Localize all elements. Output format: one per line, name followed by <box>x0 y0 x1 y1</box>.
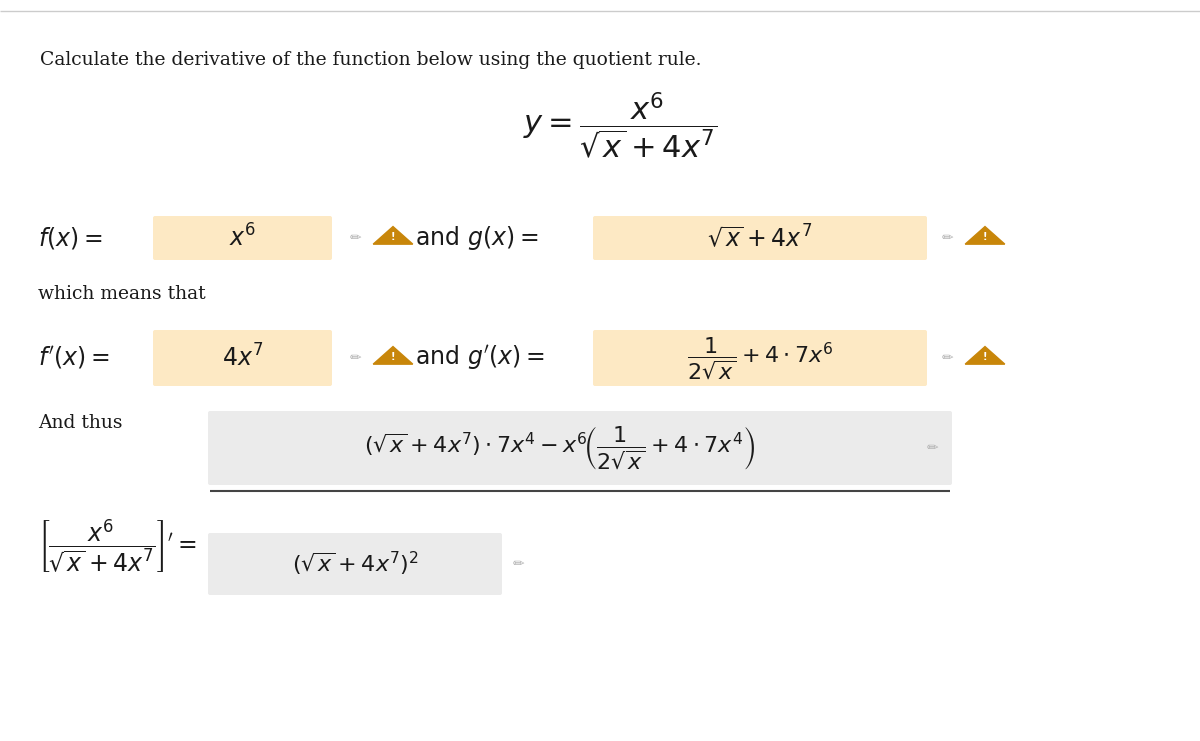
Text: which means that: which means that <box>38 285 205 303</box>
Text: ✏: ✏ <box>512 557 524 571</box>
Polygon shape <box>373 227 413 245</box>
Text: ✏: ✏ <box>349 351 361 365</box>
FancyBboxPatch shape <box>154 216 332 260</box>
Text: $4x^7$: $4x^7$ <box>222 345 264 371</box>
Text: $\mathrm{and}\ g(x) = $: $\mathrm{and}\ g(x) = $ <box>415 224 539 252</box>
Text: $(\sqrt{x} + 4x^7)^2$: $(\sqrt{x} + 4x^7)^2$ <box>292 550 419 578</box>
Text: And thus: And thus <box>38 414 122 432</box>
FancyBboxPatch shape <box>208 411 952 485</box>
FancyBboxPatch shape <box>593 330 928 386</box>
Polygon shape <box>373 347 413 364</box>
Text: Calculate the derivative of the function below using the quotient rule.: Calculate the derivative of the function… <box>40 51 702 69</box>
Polygon shape <box>965 347 1004 364</box>
Text: !: ! <box>391 352 395 362</box>
Text: ✏: ✏ <box>926 441 938 455</box>
FancyBboxPatch shape <box>208 533 502 595</box>
Text: ✏: ✏ <box>941 351 953 365</box>
Text: ✏: ✏ <box>941 231 953 245</box>
Polygon shape <box>965 227 1004 245</box>
Text: $(\sqrt{x} + 4x^7) \cdot 7x^4 - x^6\!\left(\dfrac{1}{2\sqrt{x}} + 4 \cdot 7x^4\r: $(\sqrt{x} + 4x^7) \cdot 7x^4 - x^6\!\le… <box>365 425 756 471</box>
Text: $\mathrm{and}\ g'(x) = $: $\mathrm{and}\ g'(x) = $ <box>415 344 545 372</box>
Text: $y = \dfrac{x^6}{\sqrt{x} + 4x^7}$: $y = \dfrac{x^6}{\sqrt{x} + 4x^7}$ <box>523 91 718 161</box>
Text: $\sqrt{x} + 4x^7$: $\sqrt{x} + 4x^7$ <box>707 224 812 252</box>
Text: !: ! <box>983 352 988 362</box>
Text: $f'(x) = $: $f'(x) = $ <box>38 345 109 371</box>
Text: $x^6$: $x^6$ <box>229 225 257 252</box>
Text: !: ! <box>983 232 988 242</box>
FancyBboxPatch shape <box>593 216 928 260</box>
Text: ✏: ✏ <box>349 231 361 245</box>
Text: $\left[\dfrac{x^6}{\sqrt{x} + 4x^7}\right]' = $: $\left[\dfrac{x^6}{\sqrt{x} + 4x^7}\righ… <box>38 517 197 575</box>
Text: $f(x) = $: $f(x) = $ <box>38 225 102 251</box>
FancyBboxPatch shape <box>154 330 332 386</box>
Text: !: ! <box>391 232 395 242</box>
Text: $\dfrac{1}{2\sqrt{x}} + 4 \cdot 7x^6$: $\dfrac{1}{2\sqrt{x}} + 4 \cdot 7x^6$ <box>686 335 833 381</box>
